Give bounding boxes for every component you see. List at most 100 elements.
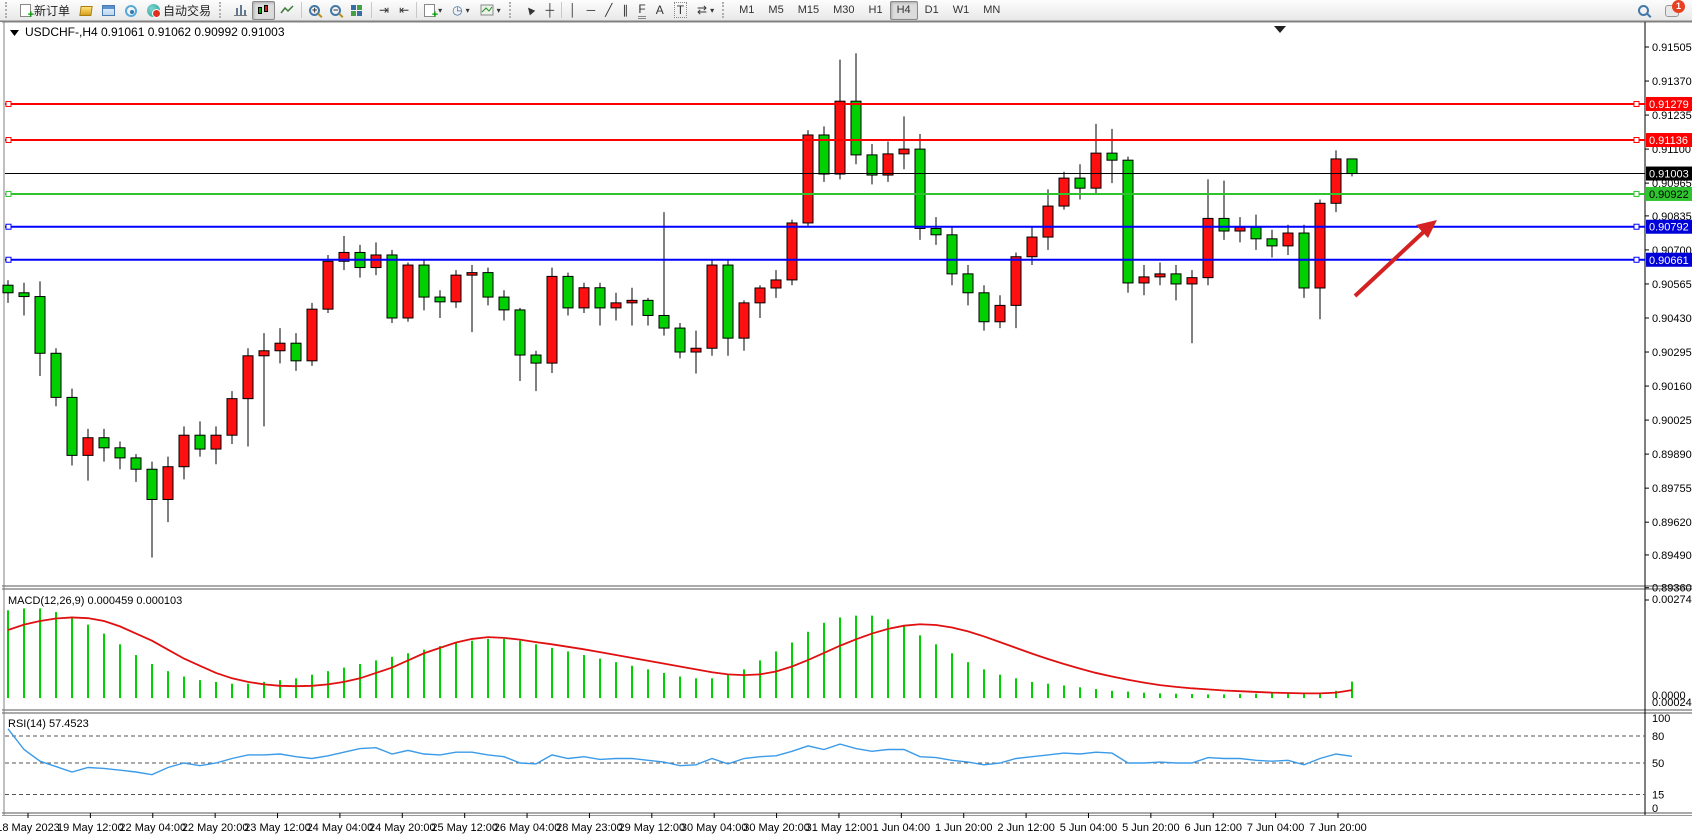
add-indicator-button[interactable]: ▾ (419, 1, 447, 21)
price-badge (1646, 96, 1692, 111)
symbol-dropdown-icon[interactable] (10, 30, 19, 36)
new-order-button[interactable]: 新订单 (15, 1, 75, 21)
candle-body (1010, 256, 1022, 306)
level-handle[interactable] (1633, 190, 1640, 197)
price-tick-label: 0.90430 (1652, 313, 1692, 325)
trendline-tool-button[interactable]: ╱ (600, 1, 617, 20)
template-button[interactable]: ▾ (475, 1, 506, 20)
toolbar-grip[interactable] (508, 2, 516, 18)
trend-arrow-head[interactable] (1416, 220, 1437, 238)
level-handle[interactable] (1633, 256, 1640, 263)
candle-body (1314, 202, 1326, 289)
cursor-tool-button[interactable]: ▲ (519, 1, 541, 20)
main-panel[interactable] (5, 22, 1645, 586)
text-label-icon: T (673, 2, 688, 18)
gold-box-icon (79, 6, 93, 16)
signal-button[interactable] (120, 1, 142, 20)
timeframe-h4[interactable]: H4 (889, 0, 918, 20)
tile-windows-button[interactable] (346, 1, 369, 20)
level-handle[interactable] (5, 256, 12, 263)
candle-body (82, 437, 94, 456)
zoom-in-button[interactable]: + (304, 1, 325, 20)
window-icon (102, 5, 116, 16)
candle-body (226, 398, 238, 436)
candle-body (610, 302, 622, 309)
time-axis-label: 5 Jun 04:00 (1060, 822, 1118, 834)
candle-body (114, 447, 126, 459)
arrows-tool-button[interactable]: ⇄ ▾ (692, 1, 719, 20)
macd-axis-label: 0.002741 (1652, 594, 1692, 606)
toolbar-grip[interactable] (722, 2, 729, 18)
dropdown-caret-icon: ▾ (465, 5, 470, 15)
timeframe-h1[interactable]: H1 (868, 4, 883, 16)
time-axis-label: 24 May 20:00 (369, 822, 436, 834)
timeframe-m15[interactable]: M15 (797, 4, 820, 16)
price-badge-label: 0.90922 (1649, 189, 1689, 201)
text-tool-button[interactable]: A (651, 1, 669, 20)
vline-tool-button[interactable]: │ (564, 1, 582, 20)
candle-chart-mode-button[interactable] (252, 0, 276, 20)
auto-scroll-button[interactable]: ⇤ (394, 1, 414, 20)
notifications-button[interactable]: 1 (1660, 0, 1685, 20)
level-handle[interactable] (5, 190, 12, 197)
chart-shift-button[interactable]: ⇥ (374, 1, 394, 20)
shift-marker-icon[interactable] (1274, 26, 1286, 33)
line-chart-mode-button[interactable] (275, 1, 299, 20)
terminal-window-button[interactable] (97, 1, 120, 20)
crosshair-tool-button[interactable]: ┼ (541, 1, 560, 20)
period-button[interactable]: ◷ ▾ (447, 1, 475, 20)
price-badge-label: 0.90661 (1649, 255, 1689, 267)
channel-tool-button[interactable]: ∥ (617, 1, 633, 20)
toolbar-grip[interactable] (219, 2, 226, 18)
candle-body (754, 287, 766, 304)
autotrade-button[interactable]: 自动交易 (142, 1, 216, 20)
candle-body (530, 354, 542, 364)
candle-body (690, 347, 702, 353)
price-tick-label: 0.89490 (1652, 550, 1692, 562)
time-axis-label: 30 May 04:00 (681, 822, 748, 834)
chart-shift-icon: ⇥ (379, 3, 390, 17)
price-tick-label: 0.90160 (1652, 381, 1692, 393)
timeframe-m5[interactable]: M5 (768, 4, 784, 16)
new-order-icon (20, 3, 34, 21)
hline-tool-button[interactable]: ─ (582, 1, 601, 20)
bar-chart-mode-button[interactable] (229, 1, 252, 20)
timeframe-w1[interactable]: W1 (952, 4, 970, 16)
macd-axis-label: 0.000247 (1652, 697, 1692, 709)
candle-body (722, 264, 734, 339)
candle-body (930, 227, 942, 236)
usdchf-h4-chart[interactable]: 0.915050.913700.912350.911000.909650.908… (0, 21, 1692, 838)
new-order-label: 新订单 (34, 3, 71, 18)
trend-arrow-annotation[interactable] (1353, 223, 1433, 298)
candle-body (194, 434, 206, 450)
main-toolbar: 新订单 自动交易 + − ⇥ ⇤ ▾ ◷▾ ▾ ▲ ┼ │ ─ ╱ ∥ F A … (0, 0, 1692, 21)
cursor-icon: ▲ (520, 0, 539, 20)
toolbar-grip[interactable] (5, 2, 12, 18)
level-handle[interactable] (1633, 100, 1640, 107)
timeframe-m30[interactable]: M30 (833, 4, 855, 16)
candle-body (66, 396, 78, 456)
candlestick-icon (257, 4, 270, 17)
candle-body (786, 222, 798, 281)
time-axis-label: 26 May 04:00 (494, 822, 561, 834)
fibonacci-tool-button[interactable]: F (633, 1, 650, 20)
price-badge (1646, 252, 1692, 267)
candle-body (546, 275, 558, 364)
search-button[interactable] (1633, 1, 1654, 20)
zoom-out-icon: − (330, 5, 342, 16)
level-handle[interactable] (5, 137, 12, 144)
candle-body (34, 296, 46, 354)
timeframe-m1[interactable]: M1 (739, 4, 755, 16)
zoom-out-button[interactable]: − (325, 1, 346, 20)
label-tool-button[interactable]: T (669, 1, 692, 20)
level-handle[interactable] (5, 223, 12, 230)
level-handle[interactable] (1633, 137, 1640, 144)
market-watch-button[interactable] (75, 1, 97, 20)
timeframe-d1[interactable]: D1 (924, 4, 939, 16)
candle-body (1026, 236, 1038, 258)
level-handle[interactable] (1633, 223, 1640, 230)
level-handle[interactable] (5, 100, 12, 107)
chart-window[interactable]: 0.91505 0.91370 0.91235 0.91100 0.90965 0.908… (0, 21, 1692, 838)
timeframe-mn[interactable]: MN (983, 4, 1001, 16)
candle-body (498, 296, 510, 311)
